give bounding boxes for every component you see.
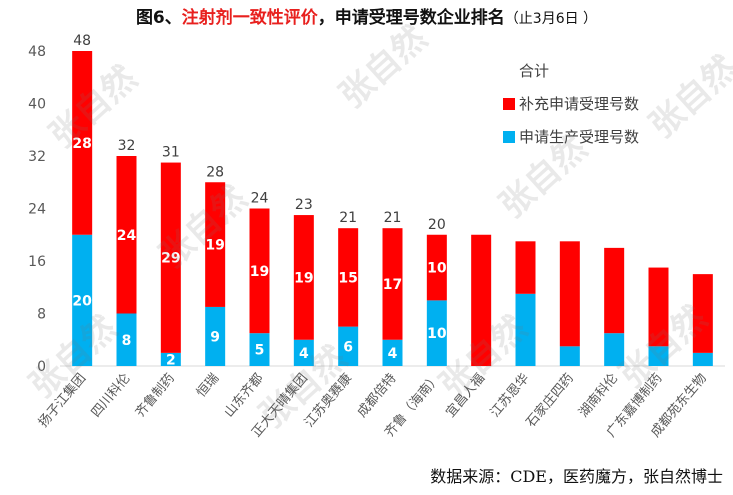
chart-title: 图6、注射剂一致性评价，申请受理号数企业排名（止3月6日 ）: [0, 3, 733, 28]
production-bar: [604, 333, 625, 366]
y-tick-label: 0: [37, 359, 46, 375]
x-category-label: 恒瑞: [194, 371, 222, 401]
x-category-label: 山东齐都: [221, 370, 267, 420]
supplement-bar: [648, 267, 669, 347]
production-bar: [293, 339, 314, 366]
supplement-bar: [116, 156, 137, 314]
data-source-note: 数据来源：CDE，医药魔方，张自然博士: [430, 467, 723, 486]
total-value-label: 24: [251, 191, 269, 207]
total-value-label: 20: [428, 217, 446, 233]
segment-value-label: 4: [388, 346, 398, 362]
x-category-label: 齐鲁制药: [132, 370, 178, 420]
x-category-label: 湖南科伦: [576, 370, 622, 420]
segment-value-label: 17: [383, 277, 402, 293]
total-value-label: 31: [162, 145, 180, 161]
production-bar: [515, 293, 536, 366]
segment-value-label: 9: [210, 329, 220, 345]
segment-value-label: 4: [299, 346, 309, 362]
production-bar: [160, 352, 181, 366]
supplement-bar: [382, 228, 403, 340]
segment-value-label: 19: [250, 264, 269, 280]
production-bar: [648, 346, 669, 366]
supplement-bar: [559, 241, 580, 347]
y-tick-label: 32: [28, 149, 46, 165]
segment-value-label: 10: [427, 326, 447, 342]
segment-value-label: 10: [427, 261, 447, 277]
legend-swatch-supplement: [503, 98, 515, 110]
y-tick-label: 48: [28, 44, 46, 60]
total-value-label: 23: [295, 197, 313, 213]
segment-value-label: 24: [117, 228, 137, 244]
y-tick-label: 8: [37, 307, 46, 323]
supplement-bar: [293, 215, 314, 340]
segment-value-label: 8: [122, 333, 132, 349]
legend-label-supplement: 补充申请受理号数: [519, 95, 639, 113]
supplement-bar: [205, 182, 226, 307]
title-rest: ，申请受理号数企业排名: [317, 8, 505, 28]
supplement-bar: [604, 247, 625, 334]
total-value-label: 21: [384, 210, 402, 226]
y-tick-label: 16: [28, 254, 46, 270]
x-category-label: 成都倍特: [355, 371, 400, 420]
supplement-bar: [692, 274, 713, 353]
segment-value-label: 19: [294, 270, 313, 286]
y-tick-label: 40: [28, 97, 46, 113]
segment-value-label: 15: [338, 270, 357, 286]
supplement-bar: [160, 162, 181, 353]
supplement-bar: [515, 241, 536, 294]
segment-value-label: 19: [205, 238, 224, 254]
legend-label-production: 申请生产受理号数: [519, 128, 639, 146]
production-bar: [382, 339, 403, 366]
production-bar: [426, 300, 447, 366]
legend-title: 合计: [519, 62, 549, 80]
segment-value-label: 2: [166, 352, 176, 368]
total-value-label: 28: [206, 164, 224, 180]
x-category-label: 扬子江集团: [35, 370, 89, 430]
supplement-bar: [72, 51, 93, 235]
total-value-label: 48: [73, 33, 91, 49]
y-tick-label: 24: [28, 202, 46, 218]
segment-value-label: 28: [72, 136, 91, 152]
title-highlight: 注射剂一致性评价: [181, 8, 318, 28]
production-bar: [692, 352, 713, 366]
supplement-bar: [249, 208, 270, 334]
production-bar: [559, 346, 580, 366]
supplement-bar: [338, 228, 359, 327]
legend-swatch-production: [503, 131, 515, 143]
production-bar: [116, 313, 137, 366]
x-category-label: 四川科伦: [89, 371, 134, 420]
production-bar: [72, 234, 93, 366]
supplement-bar: [426, 234, 447, 301]
segment-value-label: 20: [72, 293, 92, 309]
production-bar: [249, 333, 270, 366]
x-category-label: 江苏恩华: [487, 370, 533, 420]
total-value-label: 21: [339, 210, 357, 226]
supplement-bar: [471, 234, 492, 366]
segment-value-label: 5: [255, 343, 265, 359]
segment-value-label: 29: [161, 251, 180, 267]
title-prefix: 图6、: [135, 8, 182, 28]
x-category-label: 宜昌人福: [443, 371, 488, 420]
total-value-label: 32: [118, 138, 136, 154]
segment-value-label: 6: [343, 339, 353, 355]
title-date: （止3月6日 ）: [504, 11, 598, 27]
production-bar: [338, 326, 359, 366]
production-bar: [205, 306, 226, 366]
